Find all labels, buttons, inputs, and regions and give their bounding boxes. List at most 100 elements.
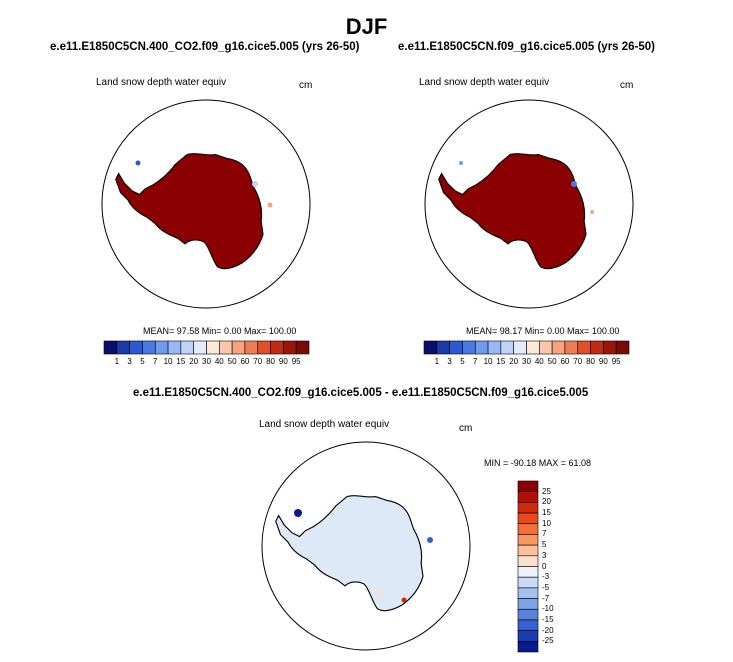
panel2-map-border — [424, 99, 634, 309]
panel1-colorbar-swatch-5 — [167, 340, 182, 355]
panel3-colorbar-swatch-8 — [517, 566, 539, 578]
panel3-colorbar-tick-label: -3 — [542, 572, 550, 582]
panel1-colorbar-tick-label: 5 — [140, 357, 145, 366]
panel1-colorbar-tick-label: 60 — [240, 357, 250, 366]
panel2-stats: MEAN= 98.17 Min= 0.00 Max= 100.00 — [466, 326, 620, 336]
panel1-colorbar-tick-label: 7 — [153, 357, 158, 366]
panel3-peninsula-negative — [294, 509, 302, 517]
panel3-units: cm — [459, 423, 473, 434]
panel1-colorbar-tick-label: 90 — [278, 357, 288, 366]
panel3-colorbar-tick-label: 15 — [542, 508, 551, 518]
panel3-colorbar-tick-label: -15 — [542, 614, 554, 624]
panel1-map — [102, 100, 310, 308]
panel3-colorbar-swatch-14 — [517, 630, 539, 642]
panel3-colorbar-swatch-5 — [517, 534, 539, 546]
panel3-colorbar-tick-label: 25 — [542, 486, 551, 496]
panel1-colorbar-swatch-3 — [142, 340, 156, 355]
panel1-colorbar-swatch-13 — [270, 340, 284, 355]
panel3-title: e.e11.E1850C5CN.400_CO2.f09_g16.cice5.00… — [133, 387, 589, 399]
panel1-colorbar-tick-label: 40 — [214, 357, 224, 366]
panel1-colorbar-tick-label: 3 — [127, 357, 132, 366]
panel2-colorbar-swatch-1 — [436, 340, 450, 355]
panel2-colorbar-swatch-12 — [577, 340, 591, 355]
panel1-coast-patch-2 — [267, 202, 273, 208]
panel2-colorbar-tick-label: 30 — [522, 357, 531, 366]
panel3-colorbar-tick-label: 0 — [542, 561, 547, 571]
panel2-colorbar-tick-label: 3 — [447, 357, 452, 366]
panel3-stats: MIN = -90.18 MAX = 61.08 — [484, 458, 592, 468]
panel2-coast-patch — [571, 181, 577, 187]
panel1-colorbar-tick-label: 30 — [202, 357, 211, 366]
panel1-coast-patch — [252, 181, 258, 187]
panel3-colorbar-swatch-13 — [517, 619, 539, 631]
panel1-colorbar-swatch-12 — [257, 340, 271, 355]
panel2-colorbar-tick-label: 5 — [460, 357, 465, 366]
panel3-map-border — [261, 441, 471, 651]
panel3-field-label: Land snow depth water equiv — [259, 419, 390, 430]
panel1-colorbar-tick-label: 70 — [253, 357, 263, 366]
panel3-colorbar-tick-label: 10 — [542, 518, 551, 528]
panel1-colorbar-swatch-7 — [193, 340, 207, 355]
panel1-colorbar-swatch-15 — [295, 340, 310, 355]
panel2-colorbar-swatch-2 — [449, 340, 463, 355]
panel2-colorbar-swatch-5 — [487, 340, 502, 355]
panel2-colorbar-swatch-6 — [500, 340, 514, 355]
panel2-colorbar-tick-label: 70 — [573, 357, 583, 366]
panel2-colorbar-tick-label: 80 — [586, 357, 596, 366]
panel1-colorbar-swatch-8 — [206, 340, 220, 355]
panel1-units: cm — [299, 80, 313, 91]
panel2-colorbar-tick-label: 1 — [434, 357, 440, 366]
panel3-colorbar-swatch-12 — [517, 608, 539, 621]
panel3-colorbar-swatch-0 — [517, 480, 539, 492]
panel3-colorbar-tick-label: -5 — [542, 582, 550, 592]
panel2-colorbar-swatch-14 — [603, 340, 617, 355]
panel2-colorbar-swatch-9 — [539, 340, 553, 355]
panel1-colorbar-tick-label: 1 — [114, 357, 120, 366]
panel3-colorbar-tick-label: 5 — [542, 540, 547, 550]
panel3-colorbar-tick-label: 20 — [542, 497, 551, 507]
figure-title: DJF — [345, 14, 388, 39]
panel1-colorbar-tick-label: 95 — [291, 357, 301, 366]
panel2-colorbar-tick-label: 90 — [598, 357, 608, 366]
panel1-colorbar-swatch-0 — [103, 340, 118, 355]
panel3-colorbar-swatch-2 — [517, 502, 539, 514]
panel3-colorbar-tick-label: 7 — [542, 529, 547, 539]
panel2-colorbar-tick-label: 7 — [473, 357, 478, 366]
panel2-field-label: Land snow depth water equiv — [419, 77, 550, 88]
panel2-colorbar-tick-label: 15 — [496, 357, 506, 366]
panel1-colorbar-tick-label: 80 — [266, 357, 276, 366]
panel2-colorbar-tick-label: 10 — [483, 357, 493, 366]
panel3-colorbar-swatch-3 — [517, 512, 539, 525]
panel3-colorbar-swatch-11 — [517, 598, 539, 610]
panel1-colorbar-tick-label: 10 — [163, 357, 173, 366]
panel1-title: e.e11.E1850C5CN.400_CO2.f09_g16.cice5.00… — [50, 41, 360, 53]
panel3-colorbar-swatch-1 — [517, 491, 539, 503]
panel3-map — [262, 442, 470, 650]
panel1-colorbar-swatch-14 — [283, 340, 297, 355]
panel1-colorbar-swatch-10 — [231, 340, 246, 355]
panel2-map — [425, 100, 633, 308]
panel1-colorbar-swatch-2 — [129, 340, 143, 355]
panel2-peninsula-low-snow — [459, 161, 463, 165]
panel2-coast-patch-2 — [590, 210, 594, 214]
panel3-colorbar-tick-label: -25 — [542, 636, 554, 646]
panel1-field-label: Land snow depth water equiv — [96, 77, 227, 88]
panel2-colorbar-swatch-13 — [590, 340, 604, 355]
panel2-colorbar-tick-label: 20 — [509, 357, 519, 366]
panel1-colorbar-tick-label: 20 — [189, 357, 199, 366]
panel2-colorbar-swatch-7 — [513, 340, 527, 355]
panel2-colorbar-swatch-15 — [615, 340, 630, 355]
panel2-colorbar-swatch-4 — [474, 340, 489, 355]
panel2-colorbar-tick-label: 95 — [611, 357, 621, 366]
panel2-colorbar-tick-label: 50 — [547, 357, 557, 366]
panel3-colorbar-swatch-9 — [517, 576, 539, 589]
panel1-colorbar-swatch-4 — [154, 340, 169, 355]
panel3-shelf-positive — [377, 589, 383, 595]
panel2-colorbar-swatch-8 — [526, 340, 540, 355]
panel1-colorbar-swatch-11 — [244, 340, 259, 355]
panel1-colorbar-swatch-9 — [219, 340, 233, 355]
panel2-colorbar-tick-label: 60 — [560, 357, 570, 366]
panel3-colorbar-tick-label: 3 — [542, 550, 547, 560]
panel3-colorbar-tick-label: -20 — [542, 625, 554, 635]
panel1-colorbar — [103, 340, 310, 355]
